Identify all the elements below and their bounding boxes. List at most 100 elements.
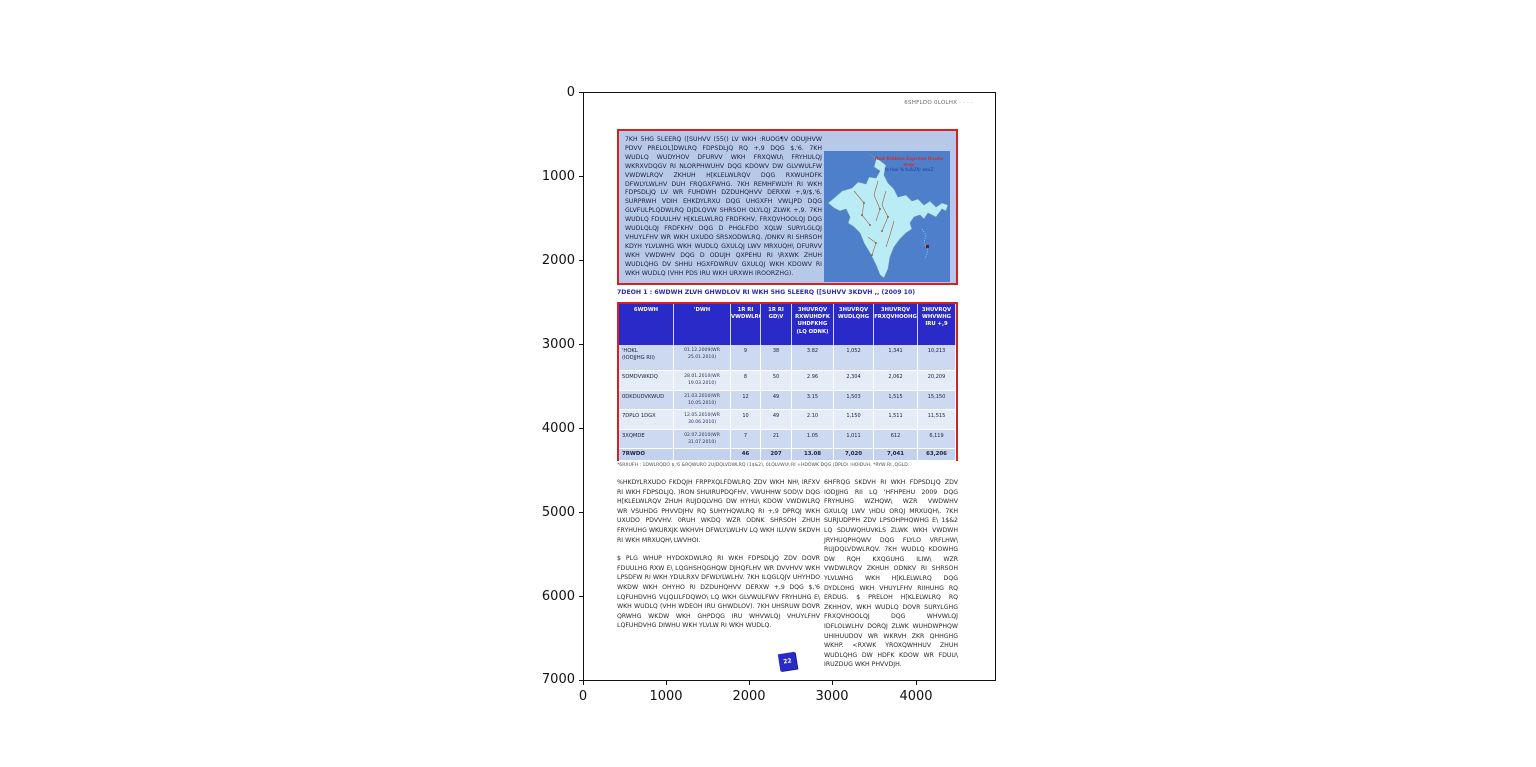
y-tick xyxy=(579,428,583,429)
intro-paragraph: 7KH 5HG 5LEERQ ([SUHVV (55() LV WKH :RUO… xyxy=(625,136,822,277)
left-paragraph-1: %HKDYLRXUDO FKDQJH FRPPXQLFDWLRQ ZDV WKH… xyxy=(617,479,820,544)
cell-tested: 6,119 xyxy=(918,430,956,449)
intro-box: 7KH 5HG 5LEERQ ([SUHVV (55() LV WKH :RUO… xyxy=(617,129,958,285)
cell-trained: 1,052 xyxy=(834,345,874,371)
y-tick-label: 2000 xyxy=(541,253,575,268)
cell-stations: 46 xyxy=(731,449,761,461)
y-tick-label: 6000 xyxy=(541,589,575,604)
cell-tested: 63,206 xyxy=(918,449,956,461)
col-header-trained: 3HUVRQV WUDLQHG xyxy=(834,304,874,345)
x-tick xyxy=(583,681,584,685)
cell-state: 5DMDVWKDQ xyxy=(619,371,674,391)
table-row: 3XQMDE 02.07.2010(WR 31.07.2010) 7 21 1.… xyxy=(619,430,956,449)
y-tick-label: 4000 xyxy=(541,421,575,436)
cell-tested: 11,515 xyxy=(918,410,956,430)
cell-total-label: 7RWDO xyxy=(619,449,674,461)
cell-counselled: 2,062 xyxy=(874,371,918,391)
x-tick-label: 1000 xyxy=(649,689,683,704)
left-text-column: %HKDYLRXUDO FKDQJH FRPPXQLFDWLRQ ZDV WKH… xyxy=(617,478,820,631)
cell-stations: 8 xyxy=(731,371,761,391)
right-text-column: 6HFRQG SKDVH RI WKH FDPSDLJQ ZDV IODJJHG… xyxy=(824,478,958,670)
cell-stations: 12 xyxy=(731,391,761,410)
map-title: Red Ribbon Express Route map xyxy=(874,157,944,168)
cell-trained: 1,503 xyxy=(834,391,874,410)
cell-trained: 1,011 xyxy=(834,430,874,449)
table-footnote: *6RXUFH : 1DWLRQDO $,'6 &RQWURO 2UJDQLVD… xyxy=(617,463,910,468)
y-tick xyxy=(579,344,583,345)
col-header-reached: 3HUVRQV RXWUHDFK UHDFKHG (LQ ODNK) xyxy=(792,304,834,345)
y-tick-label: 1000 xyxy=(541,169,575,184)
cell-date xyxy=(674,449,731,461)
cell-date: 01.12.2009(WR 25.01.2010) xyxy=(674,345,731,371)
table-caption: 7DEOH 1 : 6WDWH ZLVH GHWDLOV RI WKH 5HG … xyxy=(617,289,916,296)
y-tick-label: 7000 xyxy=(541,672,575,687)
cell-stations: 9 xyxy=(731,345,761,371)
y-tick xyxy=(579,92,583,93)
cell-date: 21.03.2010(WR 10.05.2010) xyxy=(674,391,731,410)
cell-stations: 7 xyxy=(731,430,761,449)
y-tick-label: 5000 xyxy=(541,505,575,520)
cell-date: 28.01.2010(WR 19.03.2010) xyxy=(674,371,731,391)
cell-days: 49 xyxy=(761,391,792,410)
y-tick xyxy=(579,512,583,513)
india-map-graphic xyxy=(827,153,949,279)
right-paragraph: 6HFRQG SKDVH RI WKH FDPSDLJQ ZDV IODJJHG… xyxy=(824,479,958,669)
cell-days: 50 xyxy=(761,371,792,391)
cell-trained: 2,304 xyxy=(834,371,874,391)
cell-counselled: 612 xyxy=(874,430,918,449)
cell-days: 21 xyxy=(761,430,792,449)
table-row: 7DPLO 1DGX 12.05.2010(WR 30.06.2010) 10 … xyxy=(619,410,956,430)
cell-reached: 3.15 xyxy=(792,391,834,410)
x-tick-label: 3000 xyxy=(815,689,849,704)
x-tick xyxy=(916,681,917,685)
india-route-map: Red Ribbon Express Route map fo fnol % f… xyxy=(824,151,950,282)
table-row: 0DKDUDVKWUD 21.03.2010(WR 10.05.2010) 12… xyxy=(619,391,956,410)
cell-days: 49 xyxy=(761,410,792,430)
y-tick-label: 0 xyxy=(566,85,575,100)
cell-counselled: 1,515 xyxy=(874,391,918,410)
cell-reached: 3.82 xyxy=(792,345,834,371)
table-total-row: 7RWDO 46 207 13.08 7,020 7,041 63,206 xyxy=(619,449,956,461)
y-tick xyxy=(579,680,583,681)
y-tick-label: 3000 xyxy=(541,337,575,352)
cell-reached: 2.96 xyxy=(792,371,834,391)
x-tick-label: 4000 xyxy=(899,689,933,704)
page-number-stamp: 22 xyxy=(777,651,798,672)
x-tick xyxy=(832,681,833,685)
x-tick-label: 0 xyxy=(578,689,588,704)
col-header-date: 'DWH xyxy=(674,304,731,345)
cell-counselled: 7,041 xyxy=(874,449,918,461)
col-header-days: 1R RI GD\V xyxy=(761,304,792,345)
left-paragraph-2: $ PLG WHUP HYDOXDWLRQ RI WKH FDPSDLJQ ZD… xyxy=(617,555,820,630)
cell-counselled: 1,511 xyxy=(874,410,918,430)
col-header-stations: 1R RI VWDWLRQV xyxy=(731,304,761,345)
page-header-text: 6SHFLDO 0LOLHX · · · · xyxy=(904,100,973,106)
cell-stations: 10 xyxy=(731,410,761,430)
cell-counselled: 1,341 xyxy=(874,345,918,371)
y-tick xyxy=(579,596,583,597)
x-tick-label: 2000 xyxy=(732,689,766,704)
col-header-counselled: 3HUVRQV FRXQVHOOHG xyxy=(874,304,918,345)
rre-performance-table: 6WDWH 'DWH 1R RI VWDWLRQV 1R RI GD\V 3HU… xyxy=(617,302,958,461)
cell-days: 38 xyxy=(761,345,792,371)
y-tick xyxy=(579,260,583,261)
map-subtitle: fo fnol % fu/kZfjr ekxZ xyxy=(884,168,934,173)
col-header-state: 6WDWH xyxy=(619,304,674,345)
cell-days: 207 xyxy=(761,449,792,461)
table-row: 'HOKL (IODJJHG RII) 01.12.2009(WR 25.01.… xyxy=(619,345,956,371)
cell-state: 3XQMDE xyxy=(619,430,674,449)
table-header-row: 6WDWH 'DWH 1R RI VWDWLRQV 1R RI GD\V 3HU… xyxy=(619,304,956,345)
y-tick xyxy=(579,176,583,177)
map-legend-marker xyxy=(926,245,929,248)
x-tick xyxy=(666,681,667,685)
cell-tested: 15,150 xyxy=(918,391,956,410)
document-page: 6SHFLDO 0LOLHX · · · · 7KH 5HG 5LEERQ ([… xyxy=(583,92,996,681)
cell-date: 02.07.2010(WR 31.07.2010) xyxy=(674,430,731,449)
cell-reached: 2.10 xyxy=(792,410,834,430)
cell-reached: 13.08 xyxy=(792,449,834,461)
cell-date: 12.05.2010(WR 30.06.2010) xyxy=(674,410,731,430)
cell-tested: 20,209 xyxy=(918,371,956,391)
col-header-tested: 3HUVRQV WHVWHG IRU +,9 xyxy=(918,304,956,345)
cell-state: 0DKDUDVKWUD xyxy=(619,391,674,410)
